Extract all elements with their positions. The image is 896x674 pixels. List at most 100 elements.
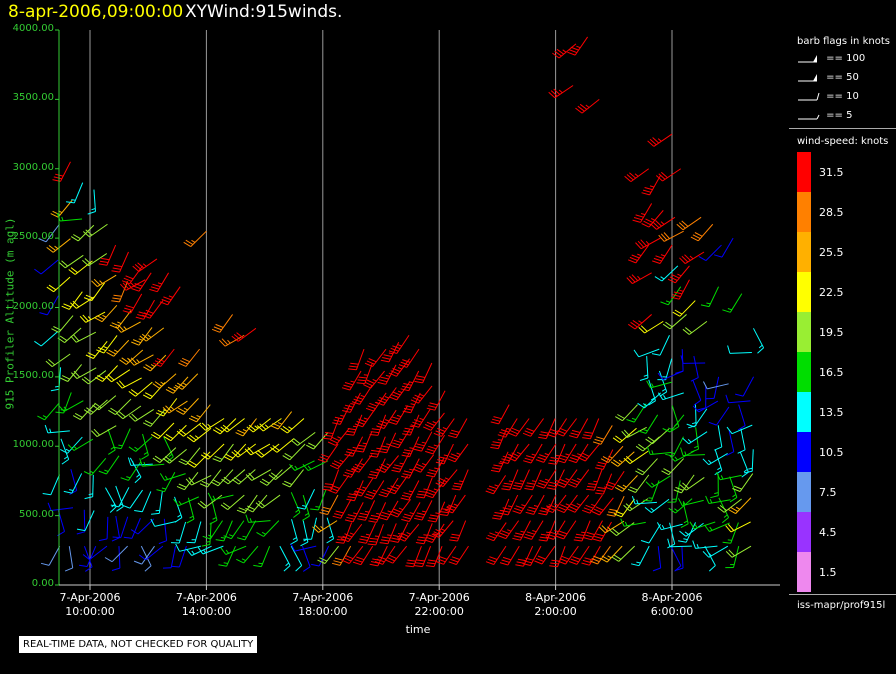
- barb-staff: [662, 168, 682, 182]
- barb-feather: [63, 303, 72, 308]
- barb-feather: [693, 399, 702, 406]
- wind-barb: [91, 425, 117, 438]
- barb-staff: [682, 499, 704, 507]
- barb-feather: [414, 380, 423, 384]
- y-tick-label: 3000.00: [12, 161, 54, 173]
- barb-feather: [714, 446, 723, 451]
- barb-feather: [48, 284, 57, 291]
- wind-barb: [279, 545, 291, 572]
- barb-half-feather: [670, 452, 675, 455]
- barb-staff: [115, 515, 120, 538]
- wind-barb: [615, 404, 638, 422]
- barb-staff: [576, 418, 589, 439]
- barb-feather: [34, 340, 42, 347]
- barb-half-feather: [651, 450, 654, 455]
- barb-feather: [490, 469, 500, 473]
- barb-staff: [686, 477, 705, 491]
- barb-feather: [663, 468, 671, 473]
- barb-feather: [91, 430, 98, 437]
- barb-staff: [396, 381, 411, 401]
- barb-feather: [414, 466, 423, 471]
- wind-barb: [375, 387, 397, 406]
- wind-barb: [357, 500, 376, 521]
- barb-feather: [370, 452, 379, 455]
- wind-barb: [439, 494, 457, 516]
- barb-half-feather: [674, 508, 679, 512]
- wind-barb: [47, 502, 74, 511]
- wind-barb: [555, 418, 577, 437]
- barb-half-feather: [684, 531, 689, 535]
- barb-feather: [508, 432, 517, 437]
- barb-feather: [319, 557, 328, 562]
- barb-feather: [607, 481, 616, 486]
- barb-feather: [708, 565, 716, 572]
- barb-half-feather: [288, 426, 293, 430]
- barb-feather: [499, 461, 509, 464]
- barb-feather: [591, 558, 600, 563]
- barb-staff: [93, 340, 108, 359]
- barb-feather: [517, 558, 527, 562]
- x-tick-label: 7-Apr-2006 14:00:00: [161, 591, 251, 619]
- wind-barb: [490, 404, 510, 425]
- barb-feather: [400, 532, 409, 537]
- barb-half-feather: [687, 439, 692, 443]
- barb-staff: [626, 426, 647, 438]
- barb-staff: [661, 523, 683, 531]
- barb-half-feather: [558, 89, 563, 94]
- barb-half-feather: [168, 453, 173, 458]
- wind-barb: [66, 182, 84, 204]
- barb-half-feather: [577, 477, 582, 481]
- barb-half-feather: [453, 503, 458, 507]
- barb-feather: [323, 434, 333, 437]
- barb-feather: [370, 514, 380, 518]
- barb-half-feather: [708, 459, 712, 464]
- barb-feather: [336, 539, 346, 541]
- barb-staff: [499, 498, 510, 520]
- x-tick-date: 7-Apr-2006: [175, 591, 237, 604]
- barb-feather: [596, 464, 605, 468]
- wind-barb: [753, 328, 765, 354]
- wind-barb: [490, 428, 508, 450]
- barb-staff: [251, 469, 272, 481]
- barb-feather: [631, 495, 636, 505]
- barb-feather: [245, 474, 253, 481]
- wind-barb: [444, 494, 466, 514]
- wind-barb: [512, 494, 533, 514]
- barb-half-feather: [607, 526, 611, 531]
- wind-barb: [84, 474, 94, 500]
- barb-feather: [104, 557, 113, 563]
- barb-feather: [378, 493, 387, 498]
- wind-barb: [139, 458, 165, 467]
- barb-staff: [523, 545, 534, 567]
- barb-half-feather: [189, 515, 194, 519]
- wind-barb: [109, 310, 132, 329]
- barb-feather: [627, 488, 636, 493]
- barb-feather: [698, 255, 707, 262]
- barb-half-feather: [624, 521, 628, 526]
- barb-feather: [128, 390, 136, 397]
- barb-feather: [186, 548, 193, 556]
- wind-barb: [573, 520, 591, 542]
- barb-staff: [158, 491, 163, 514]
- wind-barb: [575, 98, 600, 114]
- barb-feather: [545, 508, 553, 514]
- barb-staff: [739, 473, 754, 492]
- wind-barb: [351, 454, 373, 473]
- barb-feather: [215, 427, 223, 433]
- wind-barb: [604, 470, 625, 491]
- barb-staff: [44, 402, 60, 421]
- barb-feather: [331, 436, 340, 442]
- wind-barb: [152, 348, 175, 367]
- barb-staff: [77, 224, 95, 242]
- barb-staff: [721, 237, 734, 258]
- barb-staff: [297, 431, 316, 446]
- speed-legend-item: 16.5: [797, 352, 896, 392]
- barb-staff: [618, 545, 635, 562]
- barb-feather: [485, 537, 494, 542]
- barb-feather: [608, 511, 617, 514]
- wind-barb: [256, 520, 280, 537]
- wind-barb: [379, 523, 397, 545]
- wind-barb: [158, 518, 168, 545]
- barb-feather: [93, 278, 101, 286]
- wind-barb: [186, 427, 212, 443]
